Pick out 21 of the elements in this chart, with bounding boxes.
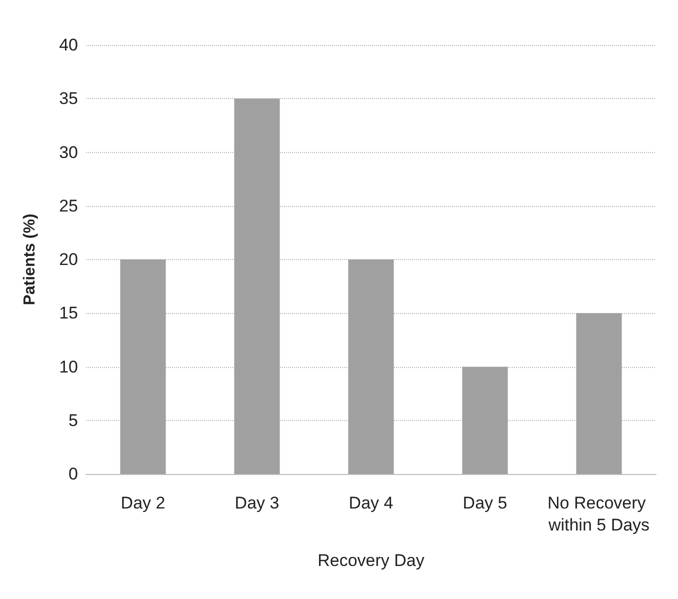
y-tick-label: 10 [59, 357, 78, 376]
y-tick-label: 5 [68, 410, 78, 430]
x-tick-label: Day 2 [120, 494, 166, 512]
x-tick-label: Day 4 [348, 494, 394, 512]
bar [348, 260, 394, 474]
x-tick-label: Day 3 [234, 494, 280, 512]
bar [234, 98, 280, 474]
y-tick-label: 40 [59, 36, 78, 54]
x-axis-title: Recovery Day [318, 551, 425, 570]
x-tick-label: Day 5 [462, 494, 508, 512]
y-tick-label: 35 [59, 89, 78, 108]
bar [462, 366, 508, 474]
bar [120, 260, 166, 474]
x-tick-label: No Recovery within 5 Days [547, 494, 650, 534]
y-tick-label: 20 [59, 250, 78, 269]
y-tick-label: 30 [59, 142, 78, 162]
y-axis-title: Patients (%) [22, 214, 38, 306]
y-tick-label: 0 [68, 464, 78, 484]
bar [576, 313, 622, 474]
y-tick-label: 15 [59, 304, 78, 323]
y-tick-label: 25 [59, 196, 78, 216]
